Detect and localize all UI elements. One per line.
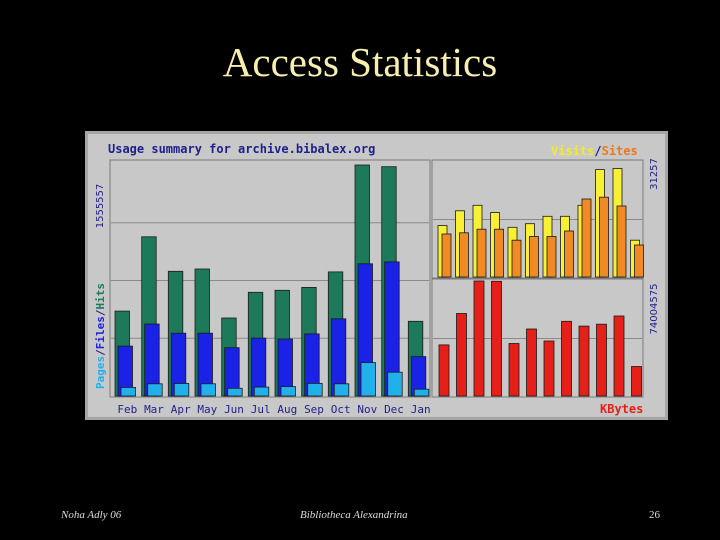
- bar-kbytes-0: [438, 344, 450, 397]
- bar-pages-mar: [147, 383, 163, 397]
- bar-pages-jul: [253, 386, 270, 397]
- legend-sep: /: [594, 144, 601, 158]
- bar-kbytes-3: [491, 280, 502, 397]
- x-tick-label: Jun: [224, 403, 244, 416]
- bar-pages-feb: [120, 386, 136, 397]
- legend-files: Files: [94, 316, 107, 349]
- bar-pages-may: [200, 383, 216, 397]
- bar-kbytes-5: [526, 328, 537, 397]
- bar-kbytes-11: [631, 366, 642, 397]
- bar-sites-7: [564, 230, 574, 278]
- footer-organization: Bibliotheca Alexandrina: [300, 509, 408, 521]
- bar-pages-jan: [413, 388, 430, 397]
- bar-kbytes-6: [543, 340, 555, 397]
- legend-hits: Hits: [94, 283, 107, 310]
- bar-sites-1: [459, 232, 469, 278]
- legend-visits: Visits: [551, 144, 594, 158]
- bar-pages-nov: [360, 362, 376, 397]
- main-ymax-label: 1555557: [95, 184, 106, 229]
- bar-pages-sep: [307, 382, 323, 397]
- bar-sites-8: [581, 198, 592, 278]
- chart-title: Usage summary for archive.bibalex.org: [108, 142, 375, 156]
- bar-kbytes-10: [613, 315, 625, 397]
- legend-sites: Sites: [602, 144, 638, 158]
- bar-sites-9: [599, 196, 609, 278]
- main-plot-area: [109, 159, 431, 398]
- x-tick-label: Apr: [171, 403, 191, 416]
- page-number: 26: [649, 509, 660, 521]
- kbytes-ymax-label: 74004575: [649, 284, 660, 335]
- x-tick-label: Aug: [277, 403, 297, 416]
- bar-kbytes-1: [456, 313, 467, 397]
- x-tick-label: Jul: [251, 403, 271, 416]
- chart-svg: Usage summary for archive.bibalex.org Vi…: [85, 131, 668, 420]
- bar-sites-3: [494, 228, 504, 278]
- bar-kbytes-8: [578, 325, 590, 397]
- bar-sites-10: [616, 205, 627, 278]
- x-tick-label: Feb: [117, 403, 137, 416]
- x-tick-label: Oct: [331, 403, 351, 416]
- bar-sites-2: [476, 228, 487, 278]
- bar-pages-aug: [280, 386, 296, 397]
- bar-kbytes-9: [596, 323, 607, 397]
- x-tick-label: May: [197, 403, 217, 416]
- bar-pages-jun: [227, 387, 243, 397]
- svg-text:Visits/Sites: Visits/Sites: [551, 144, 638, 158]
- bar-sites-4: [511, 239, 522, 278]
- footer-author: Noha Adly 06: [61, 509, 122, 521]
- legend-kbytes: KBytes: [600, 402, 643, 416]
- x-tick-label: Sep: [304, 403, 324, 416]
- bar-kbytes-4: [508, 343, 520, 397]
- x-tick-label: Jan: [411, 403, 431, 416]
- main-y-legend: Pages/Files/Hits: [94, 283, 107, 389]
- bar-kbytes-7: [561, 320, 572, 397]
- usage-summary-chart: Usage summary for archive.bibalex.org Vi…: [85, 131, 668, 420]
- bar-sites-6: [546, 236, 557, 278]
- visits-ymax-label: 31257: [649, 158, 660, 190]
- bar-sites-11: [634, 244, 644, 278]
- legend-pages: Pages: [94, 356, 107, 389]
- bar-pages-dec: [387, 371, 403, 397]
- bar-sites-0: [441, 233, 452, 278]
- bar-kbytes-2: [473, 280, 485, 397]
- x-tick-label: Mar: [144, 403, 164, 416]
- bar-pages-apr: [173, 383, 190, 397]
- bar-sites-5: [529, 236, 539, 278]
- slide-title: Access Statistics: [222, 39, 498, 85]
- x-tick-label: Nov: [357, 403, 377, 416]
- bar-pages-oct: [333, 383, 350, 397]
- x-tick-label: Dec: [384, 403, 404, 416]
